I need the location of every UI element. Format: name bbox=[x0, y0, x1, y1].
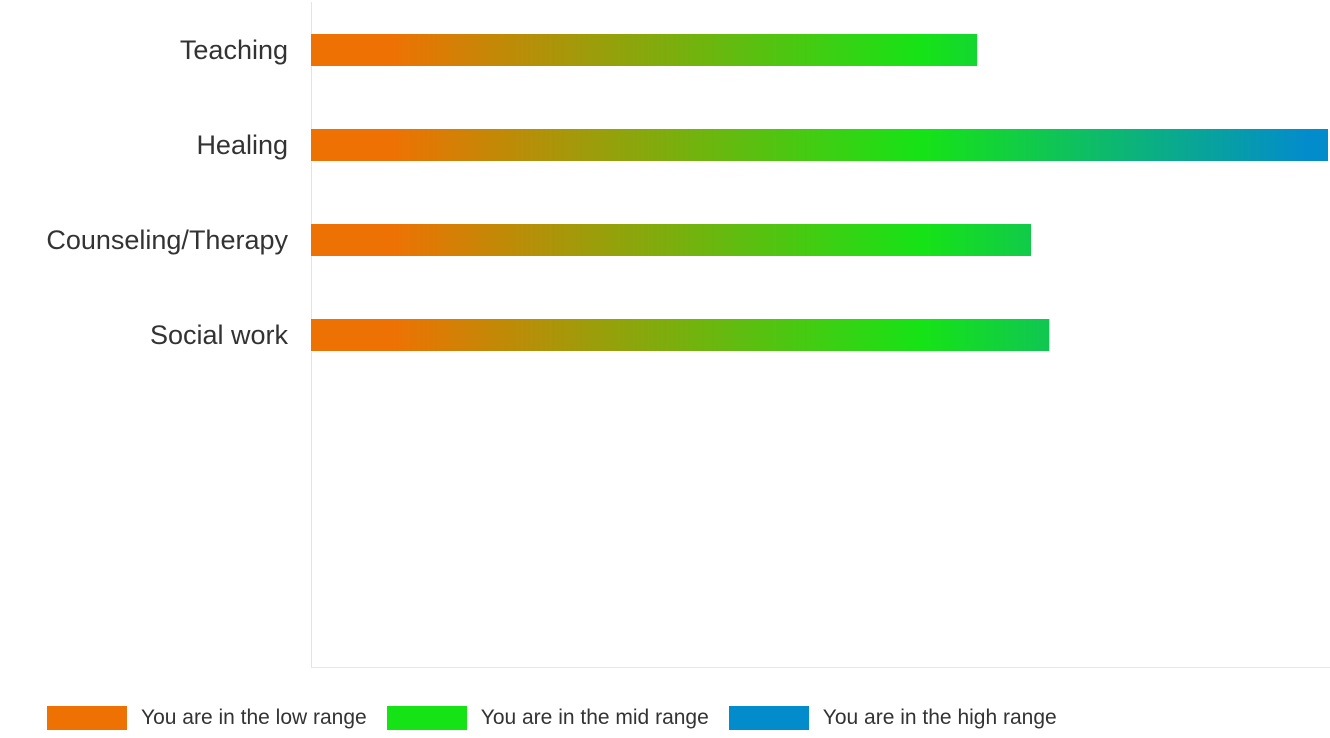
bar-teaching[interactable] bbox=[311, 34, 978, 66]
legend-item-mid[interactable]: You are in the mid range bbox=[386, 706, 709, 730]
legend-label-high: You are in the high range bbox=[822, 706, 1057, 729]
bar-chart: Teaching Healing Counseling/Therapy Social … bbox=[46, 2, 1330, 668]
category-label-social-work: Social work bbox=[150, 320, 289, 350]
legend-swatch-high bbox=[728, 706, 809, 730]
legend-item-high[interactable]: You are in the high range bbox=[728, 706, 1057, 730]
legend-item-low[interactable]: You are in the low range bbox=[47, 706, 367, 730]
legend-label-low: You are in the low range bbox=[141, 706, 367, 729]
category-label-healing: Healing bbox=[196, 130, 288, 160]
legend-label-mid: You are in the mid range bbox=[480, 706, 709, 729]
bars-group bbox=[311, 34, 1328, 351]
bar-counseling-therapy[interactable] bbox=[311, 224, 1032, 256]
bar-social-work[interactable] bbox=[311, 319, 1050, 351]
category-label-teaching: Teaching bbox=[180, 35, 288, 65]
legend-swatch-mid bbox=[386, 706, 467, 730]
legend-swatch-low bbox=[47, 706, 127, 730]
bar-healing[interactable] bbox=[311, 129, 1328, 161]
category-label-counseling-therapy: Counseling/Therapy bbox=[46, 225, 288, 255]
legend: You are in the low range You are in the … bbox=[47, 706, 1077, 730]
category-labels-group: Teaching Healing Counseling/Therapy Social … bbox=[46, 35, 288, 350]
